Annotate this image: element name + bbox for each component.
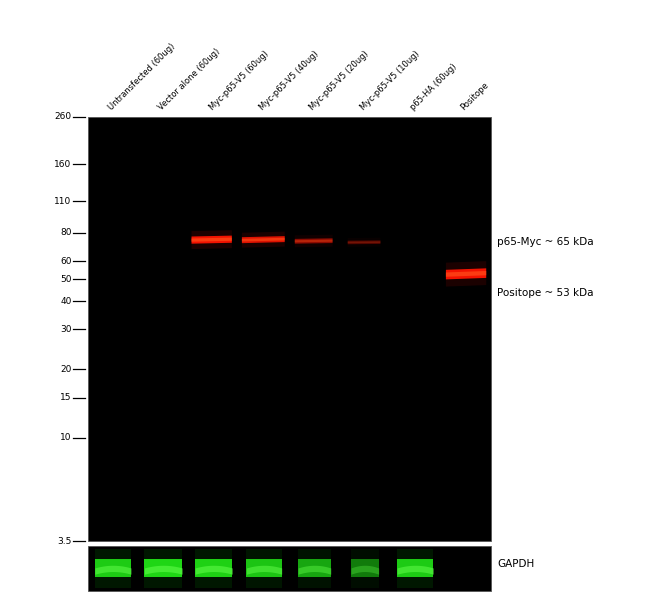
Text: p65-Myc ~ 65 kDa: p65-Myc ~ 65 kDa bbox=[497, 237, 594, 247]
Text: Untransfected (60ug): Untransfected (60ug) bbox=[107, 41, 177, 112]
Text: GAPDH: GAPDH bbox=[497, 559, 534, 569]
Text: 60: 60 bbox=[60, 257, 72, 266]
Text: Positope: Positope bbox=[459, 80, 491, 112]
Text: Myc-p65-V5 (20ug): Myc-p65-V5 (20ug) bbox=[308, 49, 371, 112]
Text: Myc-p65-V5 (60ug): Myc-p65-V5 (60ug) bbox=[207, 49, 270, 112]
Text: 10: 10 bbox=[60, 433, 72, 443]
Bar bbox=[88, 546, 491, 591]
Text: 15: 15 bbox=[60, 393, 72, 402]
Text: 110: 110 bbox=[54, 197, 72, 206]
Text: 160: 160 bbox=[54, 160, 72, 169]
Text: Positope ~ 53 kDa: Positope ~ 53 kDa bbox=[497, 288, 593, 298]
Text: 20: 20 bbox=[60, 365, 72, 374]
Text: 80: 80 bbox=[60, 228, 72, 237]
Text: Myc-p65-V5 (40ug): Myc-p65-V5 (40ug) bbox=[257, 49, 320, 112]
Text: 30: 30 bbox=[60, 325, 72, 334]
Text: p65-HA (60ug): p65-HA (60ug) bbox=[409, 62, 459, 112]
Text: 40: 40 bbox=[60, 297, 72, 306]
Text: 3.5: 3.5 bbox=[57, 536, 72, 546]
Text: 50: 50 bbox=[60, 274, 72, 283]
Text: Vector alone (60ug): Vector alone (60ug) bbox=[157, 47, 222, 112]
Text: Myc-p65-V5 (10ug): Myc-p65-V5 (10ug) bbox=[358, 49, 421, 112]
Text: 260: 260 bbox=[55, 112, 72, 121]
Bar bbox=[88, 117, 491, 541]
